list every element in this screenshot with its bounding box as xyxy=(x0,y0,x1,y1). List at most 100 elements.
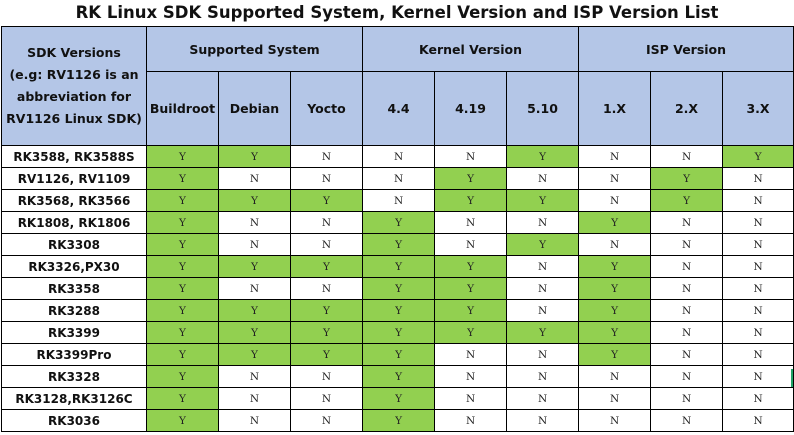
support-cell[interactable]: Y xyxy=(578,277,652,300)
support-cell[interactable]: N xyxy=(434,343,508,366)
support-cell[interactable]: Y xyxy=(434,321,508,344)
support-cell[interactable]: Y xyxy=(146,189,219,212)
support-cell[interactable]: N xyxy=(650,145,724,168)
sdk-name-cell[interactable]: RK3328 xyxy=(1,365,147,388)
support-cell[interactable]: N xyxy=(218,277,291,300)
support-cell[interactable]: Y xyxy=(578,321,652,344)
support-cell[interactable]: Y xyxy=(289,321,364,344)
support-cell[interactable]: N xyxy=(362,145,436,168)
support-cell[interactable]: Y xyxy=(362,233,436,256)
support-cell[interactable]: Y xyxy=(578,299,652,322)
support-cell[interactable]: N xyxy=(434,409,508,432)
support-cell[interactable]: Y xyxy=(362,365,436,388)
support-cell[interactable]: N xyxy=(434,233,508,256)
support-cell[interactable]: N xyxy=(434,145,508,168)
support-cell[interactable]: Y xyxy=(218,145,291,168)
support-cell[interactable]: N xyxy=(650,277,724,300)
support-cell[interactable]: N xyxy=(218,211,291,234)
support-cell[interactable]: Y xyxy=(289,299,364,322)
sdk-name-cell[interactable]: RK3288 xyxy=(1,299,147,322)
support-cell[interactable]: Y xyxy=(146,167,219,190)
support-cell[interactable]: Y xyxy=(289,255,364,278)
support-cell[interactable]: N xyxy=(650,343,724,366)
support-cell[interactable]: N xyxy=(650,321,724,344)
support-cell[interactable]: N xyxy=(289,211,364,234)
support-cell[interactable]: N xyxy=(722,299,794,322)
support-cell[interactable]: Y xyxy=(362,211,436,234)
support-cell[interactable]: Y xyxy=(362,321,436,344)
support-cell[interactable]: N xyxy=(578,145,652,168)
support-cell[interactable]: Y xyxy=(362,299,436,322)
support-cell[interactable]: N xyxy=(722,321,794,344)
support-cell[interactable]: Y xyxy=(434,167,508,190)
support-cell[interactable]: Y xyxy=(650,167,724,190)
support-cell[interactable]: N xyxy=(506,211,580,234)
support-cell[interactable]: N xyxy=(218,387,291,410)
support-cell[interactable]: N xyxy=(506,409,580,432)
support-cell[interactable]: N xyxy=(722,255,794,278)
support-cell[interactable]: Y xyxy=(146,255,219,278)
support-cell[interactable]: N xyxy=(289,145,364,168)
support-cell[interactable]: Y xyxy=(362,343,436,366)
sdk-name-cell[interactable]: RK3588, RK3588S xyxy=(1,145,147,168)
support-cell[interactable]: Y xyxy=(362,409,436,432)
support-cell[interactable]: N xyxy=(722,211,794,234)
support-cell[interactable]: N xyxy=(506,299,580,322)
support-cell[interactable]: N xyxy=(722,189,794,212)
support-cell[interactable]: N xyxy=(578,189,652,212)
support-cell[interactable]: Y xyxy=(434,277,508,300)
support-cell[interactable]: N xyxy=(289,233,364,256)
sdk-name-cell[interactable]: RK3568, RK3566 xyxy=(1,189,147,212)
support-cell[interactable]: Y xyxy=(362,387,436,410)
support-cell[interactable]: Y xyxy=(218,255,291,278)
support-cell[interactable]: N xyxy=(578,365,652,388)
sdk-name-cell[interactable]: RK3326,PX30 xyxy=(1,255,147,278)
support-cell[interactable]: N xyxy=(218,233,291,256)
support-cell[interactable]: Y xyxy=(434,189,508,212)
support-cell[interactable]: Y xyxy=(218,321,291,344)
support-cell[interactable]: Y xyxy=(434,299,508,322)
support-cell[interactable]: Y xyxy=(578,211,652,234)
support-cell[interactable]: N xyxy=(578,387,652,410)
support-cell[interactable]: Y xyxy=(146,145,219,168)
support-cell[interactable]: N xyxy=(289,365,364,388)
support-cell[interactable]: Y xyxy=(722,145,794,168)
support-cell[interactable]: N xyxy=(650,387,724,410)
support-cell[interactable]: N xyxy=(578,409,652,432)
support-cell[interactable]: N xyxy=(506,255,580,278)
support-cell[interactable]: Y xyxy=(506,145,580,168)
support-cell[interactable]: N xyxy=(650,409,724,432)
support-cell[interactable]: Y xyxy=(650,189,724,212)
support-cell[interactable]: N xyxy=(289,387,364,410)
support-cell[interactable]: N xyxy=(578,167,652,190)
support-cell[interactable]: Y xyxy=(362,277,436,300)
support-cell[interactable]: Y xyxy=(146,233,219,256)
support-cell[interactable]: Y xyxy=(146,277,219,300)
support-cell[interactable]: Y xyxy=(146,365,219,388)
support-cell[interactable]: N xyxy=(434,365,508,388)
support-cell[interactable]: Y xyxy=(506,233,580,256)
sdk-name-cell[interactable]: RK3399 xyxy=(1,321,147,344)
support-cell[interactable]: N xyxy=(722,365,794,388)
support-cell[interactable]: Y xyxy=(146,299,219,322)
support-cell[interactable]: N xyxy=(218,365,291,388)
sdk-name-cell[interactable]: RK3358 xyxy=(1,277,147,300)
support-cell[interactable]: N xyxy=(362,167,436,190)
support-cell[interactable]: N xyxy=(650,211,724,234)
support-cell[interactable]: N xyxy=(722,343,794,366)
support-cell[interactable]: Y xyxy=(146,409,219,432)
support-cell[interactable]: N xyxy=(722,167,794,190)
sdk-name-cell[interactable]: RK1808, RK1806 xyxy=(1,211,147,234)
sdk-name-cell[interactable]: RK3399Pro xyxy=(1,343,147,366)
support-cell[interactable]: Y xyxy=(506,321,580,344)
support-cell[interactable]: Y xyxy=(146,211,219,234)
support-cell[interactable]: Y xyxy=(146,343,219,366)
support-cell[interactable]: N xyxy=(650,233,724,256)
support-cell[interactable]: N xyxy=(289,277,364,300)
sdk-name-cell[interactable]: RV1126, RV1109 xyxy=(1,167,147,190)
support-cell[interactable]: N xyxy=(218,167,291,190)
support-cell[interactable]: N xyxy=(289,409,364,432)
support-cell[interactable]: N xyxy=(218,409,291,432)
support-cell[interactable]: N xyxy=(506,343,580,366)
support-cell[interactable]: N xyxy=(506,387,580,410)
